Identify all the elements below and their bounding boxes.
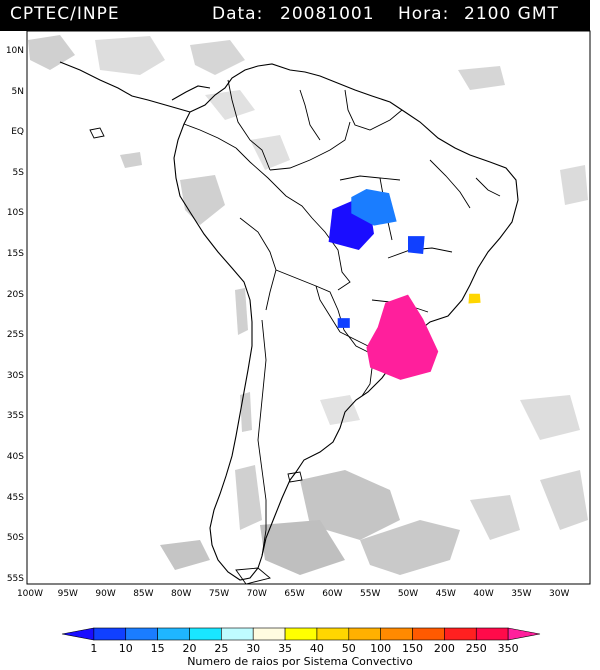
lat-label: 50S	[6, 533, 24, 544]
map-header: CPTEC/INPE Data: 20081001 Hora: 2100 GMT	[0, 0, 590, 31]
colorbar-segment	[475, 627, 509, 641]
colorbar-segment	[316, 627, 350, 641]
hour-value: 2100 GMT	[464, 4, 559, 24]
lat-label: 45S	[6, 492, 24, 503]
hour-label: Hora:	[398, 4, 450, 24]
coastline	[59, 61, 519, 581]
lat-label: 40S	[6, 452, 24, 462]
lat-label: 30S	[6, 370, 24, 381]
colorbar-title: Numero de raios por Sistema Convectivo	[187, 655, 413, 668]
colorbar	[61, 627, 541, 641]
lon-label: 65W	[284, 589, 305, 599]
lon-label: 85W	[133, 589, 154, 599]
cloud-field	[28, 35, 588, 575]
colorbar-segment	[252, 627, 286, 641]
date-label: Data:	[212, 4, 264, 24]
colorbar-segment	[412, 627, 445, 641]
colorbar-segment	[284, 627, 318, 641]
colorbar-segment	[125, 627, 158, 641]
colorbar-segment	[444, 627, 477, 641]
lat-label: 35S	[6, 411, 24, 422]
lon-label: 30W	[549, 589, 570, 599]
lon-label: 40W	[473, 589, 494, 599]
colorbar-tick-label: 150	[402, 642, 424, 655]
lon-label: 35W	[511, 589, 532, 599]
colorbar-tick-label: 200	[433, 642, 455, 655]
colorbar-segment	[189, 627, 222, 641]
lon-label: 70W	[246, 589, 267, 599]
lon-label: 55W	[360, 589, 381, 599]
lat-label: 25S	[6, 330, 24, 341]
lat-label: 5S	[12, 167, 24, 178]
lon-label: 100W	[16, 589, 44, 599]
colorbar-tick-label: 15	[150, 642, 165, 655]
para-cluster	[351, 189, 397, 226]
goias-cluster	[408, 236, 425, 254]
islands	[89, 127, 303, 585]
colorbar-segment	[221, 627, 254, 641]
colorbar-segment	[380, 627, 413, 641]
colorbar-tick-label: 40	[309, 642, 324, 655]
lat-label: 10N	[5, 46, 24, 56]
colorbar-tick-label: 30	[246, 642, 261, 655]
colorbar-segment	[348, 627, 381, 641]
colorbar-segment	[157, 627, 190, 641]
colorbar-tick-label: 10	[118, 642, 133, 655]
lon-label: 45W	[435, 589, 456, 599]
lat-label: 15S	[6, 249, 24, 259]
lat-label: 5N	[11, 86, 24, 97]
source-label: CPTEC/INPE	[10, 4, 120, 24]
colorbar-tick-label: 20	[182, 642, 197, 655]
colorbar-tick-label: 50	[341, 642, 356, 655]
colorbar-segment	[507, 627, 541, 641]
colorbar-tick-label: 100	[370, 642, 392, 655]
lon-label: 60W	[322, 589, 343, 599]
colorbar-tick-label: 350	[497, 642, 519, 655]
colorbar-tick-label: 250	[465, 642, 487, 655]
colorbar-tick-label: 1	[90, 642, 98, 655]
lat-label: 10S	[6, 208, 24, 219]
colorbar-tick-label: 35	[278, 642, 293, 655]
date-value: 20081001	[280, 4, 375, 24]
lon-label: 50W	[397, 589, 419, 599]
lat-label: EQ	[11, 127, 24, 138]
lon-label: 80W	[171, 589, 192, 599]
colorbar-segment	[93, 627, 127, 641]
colorbar-segment	[61, 627, 95, 641]
lon-label: 75W	[208, 589, 230, 599]
lat-label: 20S	[6, 289, 24, 300]
paraguay-cluster	[337, 318, 350, 328]
lat-label: 55S	[6, 573, 24, 584]
lon-label: 95W	[57, 589, 78, 599]
colorbar-tick-label: 25	[214, 642, 229, 655]
southern-brazil-cluster	[366, 294, 439, 380]
lon-label: 90W	[95, 589, 116, 599]
espirito-santo-cluster	[468, 293, 481, 304]
lightning-clusters	[328, 189, 481, 380]
